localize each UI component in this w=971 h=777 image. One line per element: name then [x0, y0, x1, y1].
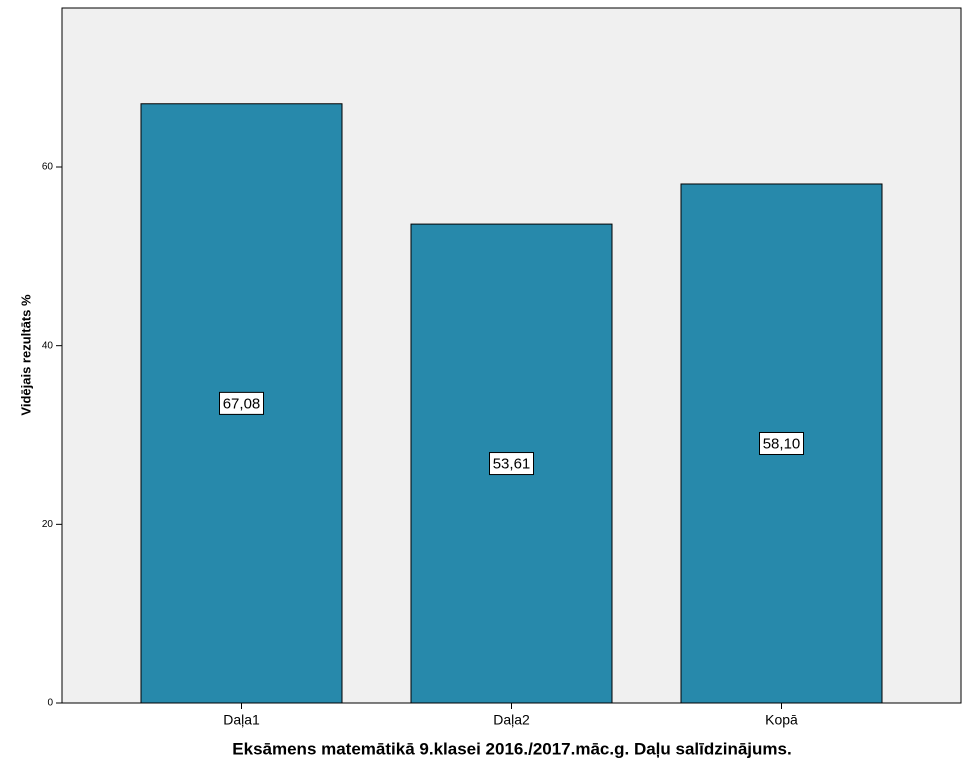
x-tick-label: Daļa2: [493, 712, 530, 728]
x-tick-label: Daļa1: [223, 712, 260, 728]
y-axis-label: Vidējais rezultāts %: [18, 294, 33, 416]
value-label: 67,08: [223, 395, 261, 412]
x-tick-label: Kopā: [765, 712, 798, 728]
y-tick-label: 40: [42, 340, 54, 351]
value-label: 53,61: [493, 456, 531, 473]
y-tick-label: 60: [42, 162, 54, 173]
y-tick-label: 0: [47, 698, 53, 709]
y-tick-label: 20: [42, 519, 54, 530]
x-axis-label: Eksāmens matemātikā 9.klasei 2016./2017.…: [232, 739, 791, 758]
value-label-box: [489, 452, 534, 476]
value-label: 58,10: [763, 435, 801, 452]
value-label-box: [219, 391, 264, 415]
value-label-box: [759, 431, 804, 455]
